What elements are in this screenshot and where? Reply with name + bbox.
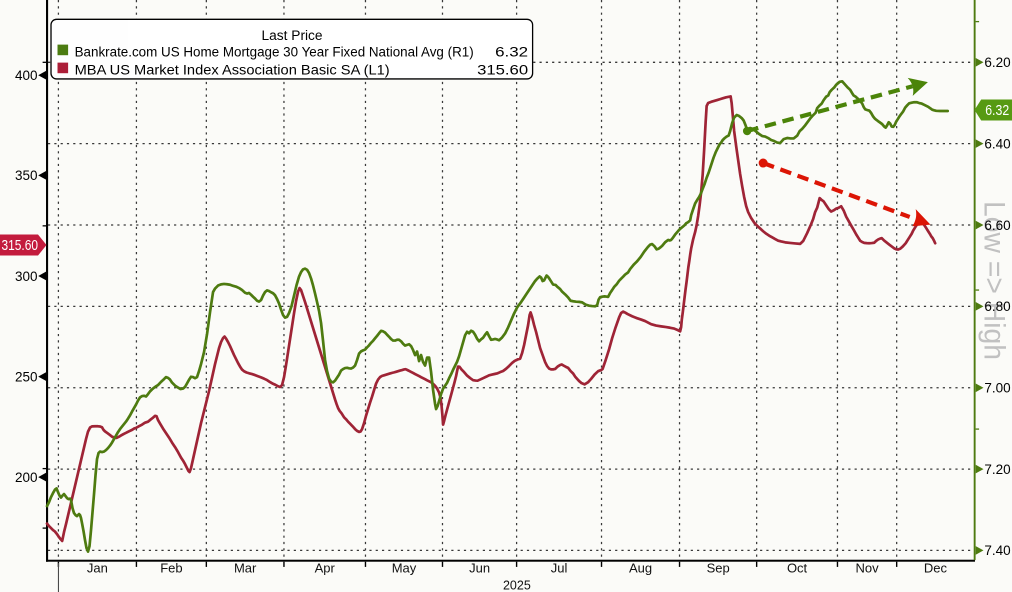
svg-text:Oct: Oct [787,561,808,576]
svg-text:Jan: Jan [87,561,108,576]
svg-text:Mar: Mar [234,561,257,576]
svg-text:315.60: 315.60 [2,238,39,254]
svg-text:6.80: 6.80 [984,299,1010,314]
svg-text:Low => High: Low => High [978,201,1011,360]
svg-text:300: 300 [15,269,38,284]
svg-text:250: 250 [15,369,38,384]
svg-text:Jul: Jul [551,561,568,576]
svg-text:2025: 2025 [503,578,531,592]
svg-text:Nov: Nov [856,561,880,576]
svg-text:May: May [392,561,417,576]
svg-text:Last Price: Last Price [262,28,323,43]
svg-text:6.32: 6.32 [495,44,528,59]
svg-text:Dec: Dec [924,561,948,576]
svg-text:7.40: 7.40 [984,543,1010,558]
svg-text:6.32: 6.32 [985,103,1009,119]
svg-text:Jun: Jun [469,561,490,576]
svg-text:350: 350 [15,168,38,183]
svg-text:200: 200 [15,470,38,485]
svg-text:7.00: 7.00 [984,381,1010,396]
svg-text:Apr: Apr [315,561,336,576]
svg-text:7.20: 7.20 [984,462,1010,477]
svg-text:400: 400 [15,68,38,83]
svg-text:Bankrate.com US Home Mortgage: Bankrate.com US Home Mortgage 30 Year Fi… [75,44,474,59]
svg-text:6.60: 6.60 [984,218,1010,233]
svg-text:Aug: Aug [629,561,652,576]
svg-text:6.20: 6.20 [984,55,1010,70]
svg-text:315.60: 315.60 [477,62,528,77]
svg-text:MBA US Market Index Associatio: MBA US Market Index Association Basic SA… [75,62,390,77]
svg-text:Feb: Feb [160,561,182,576]
svg-text:Sep: Sep [707,561,730,576]
svg-text:6.40: 6.40 [984,136,1010,151]
